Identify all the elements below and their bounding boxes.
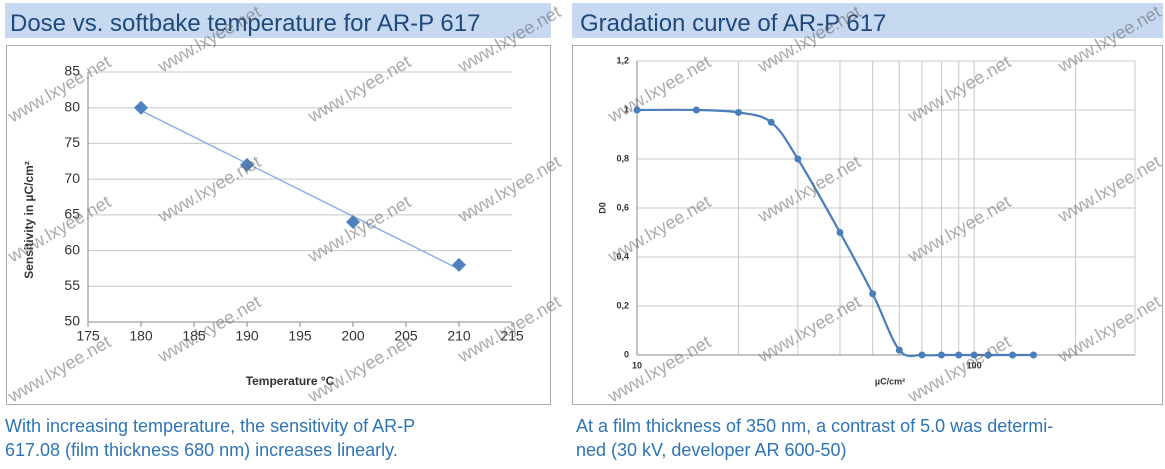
x-tick-label: 210 [447,328,471,344]
y-tick-label: 0,6 [616,202,629,212]
caption: ned (30 kV, developer AR 600-50) [576,440,847,460]
chart-frame [572,45,1163,405]
caption: 617.08 (film thickness 680 nm) increases… [5,440,398,460]
chart-frame [6,45,551,405]
data-point [633,106,641,114]
data-point [346,215,360,229]
y-tick-label: 0,2 [616,300,629,310]
data-point [767,118,775,126]
x-tick-label: 100 [967,360,982,370]
x-tick-label: 185 [182,328,206,344]
data-point [937,351,945,359]
y-tick-label: 0,4 [616,251,629,261]
y-tick-label: 75 [64,134,80,150]
data-point [869,290,877,298]
chart-title: Gradation curve of AR-P 617 [580,10,886,37]
data-point [1030,351,1038,359]
y-tick-label: 70 [64,170,80,186]
x-tick-label: 175 [76,328,100,344]
data-point [970,351,978,359]
data-point [1009,351,1017,359]
data-point [240,157,254,172]
data-point [955,351,963,359]
header-bar [5,3,551,38]
y-tick-label: 85 [64,63,80,79]
x-tick-label: 205 [394,328,418,344]
data-point [836,229,844,236]
x-axis-label: Temperature °C [246,374,335,388]
x-tick-label: 180 [129,328,153,344]
y-tick-label: 65 [64,206,80,222]
data-point [895,346,903,354]
y-tick-label: 50 [64,313,80,329]
y-tick-label: 0,8 [616,153,629,163]
x-tick-label: 10 [632,360,642,370]
y-tick-label: 1 [624,104,629,114]
x-tick-label: 215 [500,328,524,344]
data-point [984,351,992,359]
header-bar [572,3,1163,38]
caption: At a film thickness of 350 nm, a contras… [576,416,1053,436]
chart-title: Dose vs. softbake temperature for AR-P 6… [10,10,480,37]
y-tick-label: 0 [624,349,629,359]
y-tick-label: 80 [64,98,80,114]
data-point [134,100,148,115]
x-tick-label: 200 [341,328,365,344]
x-tick-label: 195 [288,328,312,344]
data-point [918,351,926,359]
caption: With increasing temperature, the sensiti… [5,416,415,436]
x-axis-label: µC/cm² [875,376,905,386]
data-point [452,257,466,272]
y-tick-label: 1,2 [616,55,629,65]
data-point [692,106,700,114]
trendline [140,109,460,270]
y-tick-label: 55 [64,277,80,293]
data-point [794,155,802,163]
y-tick-label: 60 [64,241,80,257]
x-tick-label: 190 [235,328,259,344]
data-point [734,108,742,116]
y-axis-label: Sensitivity in µC/cm² [22,161,36,279]
y-axis-label: D0 [597,202,607,214]
